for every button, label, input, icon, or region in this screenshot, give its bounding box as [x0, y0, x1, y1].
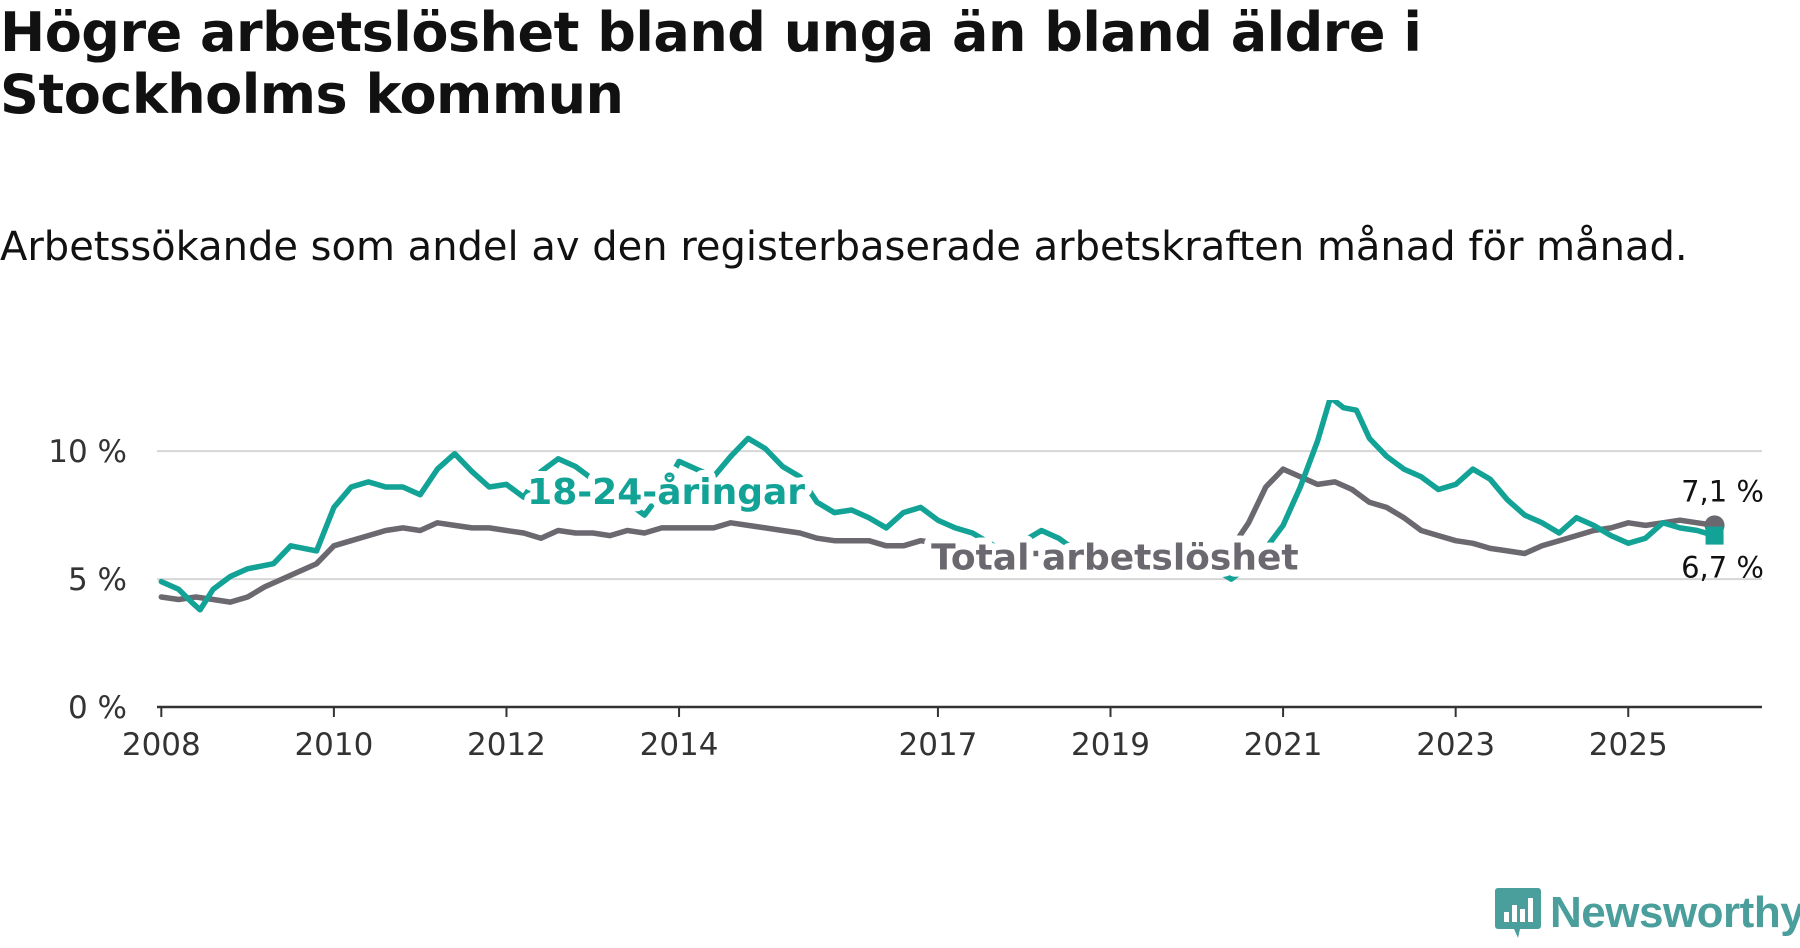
y-tick-label: 0 %	[68, 690, 127, 726]
series-lines	[158, 400, 1725, 613]
newsworthy-logo-icon	[1495, 888, 1541, 938]
y-tick-label: 10 %	[48, 434, 127, 470]
x-tick-label: 2019	[1071, 727, 1150, 763]
line-chart: 0 %5 %10 % 2008 2010 2012 2014 2017 2019 2021 2…	[48, 400, 1764, 763]
brand-logo: Newsworthy	[1494, 886, 1800, 940]
grid-lines	[157, 450, 1762, 581]
end-value-label-total: 7,1 %	[1681, 474, 1764, 508]
y-tick-label: 5 %	[68, 562, 127, 598]
series-line-youth	[158, 400, 1718, 613]
end-value-label-youth: 6,7 %	[1681, 551, 1764, 585]
series-labels: 7,1 % 6,7 % 18-24-åringar Total arbetslöshe…	[520, 465, 1764, 585]
chart-subtitle: Arbetssökande som andel av den registerb…	[0, 224, 1688, 270]
x-tick-label: 2025	[1589, 727, 1668, 763]
chart-title: Högre arbetslöshet bland unga än bland ä…	[0, 1, 1422, 126]
x-tick-label: 2017	[898, 727, 977, 763]
series-label-youth: 18-24-åringar	[527, 472, 805, 513]
x-tick-label: 2010	[294, 727, 373, 763]
x-tick-label: 2014	[640, 727, 719, 763]
x-tick-label: 2023	[1416, 727, 1495, 763]
x-tick-label: 2012	[467, 727, 546, 763]
x-tick-label: 2021	[1244, 727, 1323, 763]
series-label-total: Total arbetslöshet	[931, 538, 1299, 579]
x-axis-ticks: 2008 2010 2012 2014 2017 2019 2021 2023 2025	[122, 707, 1668, 763]
y-axis-ticks: 0 % 5 % 10 %	[48, 434, 127, 726]
brand-name: Newsworthy	[1550, 888, 1800, 937]
x-tick-label: 2008	[122, 727, 201, 763]
series-line-total	[158, 466, 1718, 605]
end-marker-youth	[1705, 526, 1724, 545]
